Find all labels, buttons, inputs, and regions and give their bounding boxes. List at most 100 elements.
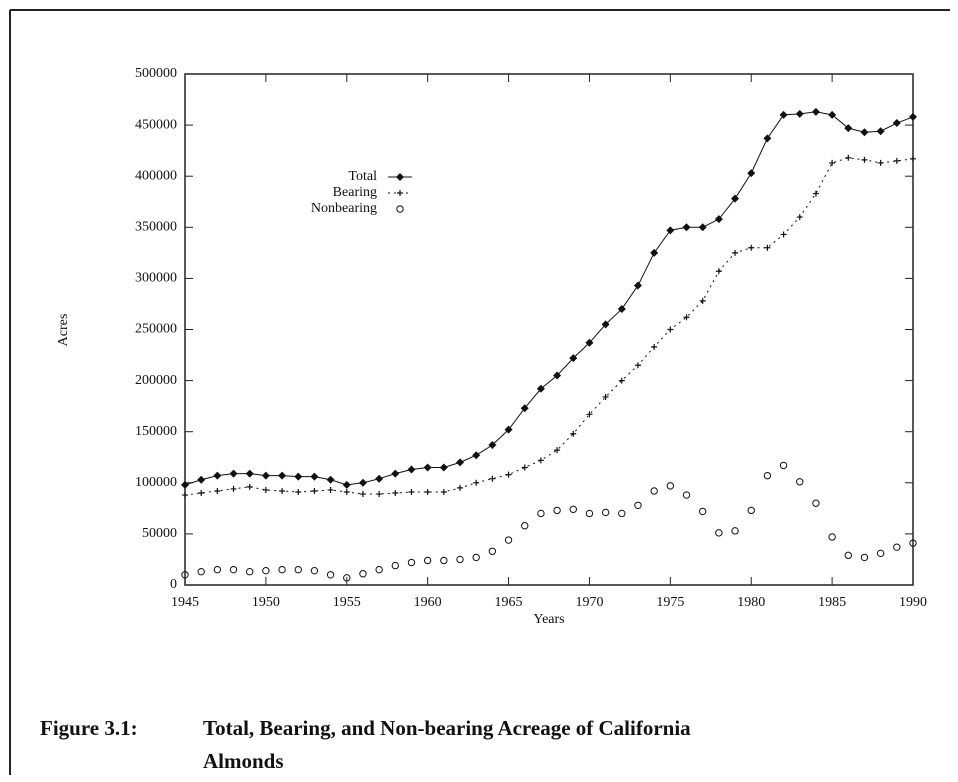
marker-total: [779, 110, 788, 119]
marker-bearing: [893, 157, 900, 164]
marker-nonbearing: [553, 506, 561, 515]
series-line: [184, 157, 914, 496]
y-tick-label: 450000: [135, 117, 177, 132]
marker-nonbearing: [197, 568, 205, 576]
marker-nonbearing: [262, 566, 270, 575]
marker-total: [504, 425, 513, 434]
marker-nonbearing: [569, 505, 577, 514]
marker-bearing: [440, 488, 447, 495]
marker-total: [633, 281, 642, 290]
marker-nonbearing: [391, 561, 400, 570]
x-tick-label: 1965: [495, 595, 523, 610]
marker-total: [553, 371, 562, 380]
marker-bearing: [473, 479, 480, 486]
marker-nonbearing: [747, 506, 755, 515]
marker-bearing: [634, 362, 641, 369]
marker-total: [396, 173, 404, 181]
marker-total: [714, 215, 723, 224]
x-tick-label: 1955: [333, 595, 361, 610]
marker-total: [423, 463, 432, 472]
marker-nonbearing: [585, 509, 594, 518]
marker-nonbearing: [181, 571, 189, 579]
x-tick-label: 1990: [899, 595, 927, 610]
marker-bearing: [343, 488, 350, 495]
marker-nonbearing: [423, 556, 432, 565]
x-tick-label: 1980: [737, 595, 765, 610]
marker-total: [650, 248, 659, 257]
marker-total: [310, 472, 319, 481]
caption: Total, Bearing, and Non-bearing Acreage …: [203, 716, 691, 740]
marker-bearing: [424, 488, 431, 495]
marker-total: [811, 107, 820, 116]
marker-total: [698, 223, 707, 232]
marker-bearing: [602, 393, 609, 400]
marker-bearing: [845, 154, 852, 161]
marker-total: [197, 475, 206, 484]
y-tick-label: 350000: [135, 220, 177, 235]
marker-total: [375, 474, 384, 483]
marker-nonbearing: [278, 565, 286, 574]
marker-total: [456, 458, 465, 467]
y-tick-label: 250000: [135, 322, 177, 337]
marker-bearing: [780, 231, 787, 238]
marker-total: [828, 110, 837, 119]
marker-bearing: [327, 486, 334, 493]
marker-nonbearing: [715, 529, 723, 537]
marker-bearing: [376, 491, 383, 498]
marker-bearing: [279, 487, 286, 494]
marker-total: [213, 471, 222, 480]
marker-bearing: [877, 159, 884, 166]
caption-label: Figure 3.1:: [40, 716, 138, 740]
marker-bearing: [521, 464, 528, 471]
y-tick-label: 50000: [142, 526, 177, 541]
marker-bearing: [397, 190, 403, 196]
marker-nonbearing: [698, 507, 707, 516]
series-line: [184, 111, 914, 486]
marker-nonbearing: [521, 522, 529, 530]
marker-nonbearing: [893, 543, 901, 551]
marker-nonbearing: [537, 509, 545, 518]
y-tick-label: 100000: [135, 475, 177, 490]
marker-bearing: [812, 190, 819, 197]
marker-nonbearing: [440, 556, 448, 565]
x-tick-label: 1985: [818, 595, 846, 610]
plot-frame: [184, 73, 914, 586]
marker-nonbearing: [779, 461, 788, 470]
marker-total: [763, 134, 772, 143]
marker-nonbearing: [375, 565, 383, 574]
marker-bearing: [198, 490, 205, 497]
x-tick-label: 1950: [252, 595, 280, 610]
marker-nonbearing: [650, 487, 658, 495]
marker-bearing: [796, 214, 803, 221]
marker-total: [520, 404, 529, 413]
marker-nonbearing: [909, 539, 917, 547]
marker-nonbearing: [343, 574, 351, 582]
marker-nonbearing: [601, 508, 610, 517]
marker-total: [747, 169, 756, 178]
marker-nonbearing: [682, 491, 691, 499]
marker-nonbearing: [796, 478, 804, 486]
marker-bearing: [214, 487, 221, 494]
marker-nonbearing: [504, 536, 513, 544]
marker-nonbearing: [860, 553, 869, 562]
marker-total: [569, 354, 578, 363]
marker-total: [682, 223, 691, 232]
y-tick-label: 200000: [135, 373, 177, 388]
marker-total: [666, 226, 675, 235]
marker-total: [844, 124, 853, 133]
y-tick-label: 300000: [135, 271, 177, 286]
marker-bearing: [667, 326, 674, 333]
marker-total: [488, 440, 497, 449]
legend-label: Nonbearing: [311, 201, 377, 216]
marker-bearing: [230, 485, 237, 492]
y-axis-label: Acres: [56, 314, 71, 347]
marker-nonbearing: [844, 551, 852, 560]
marker-nonbearing: [359, 570, 367, 578]
marker-nonbearing: [213, 565, 222, 574]
marker-nonbearing: [666, 482, 675, 490]
x-tick-label: 1975: [656, 595, 684, 610]
marker-nonbearing: [456, 555, 464, 564]
marker-bearing: [554, 447, 561, 454]
marker-bearing: [910, 155, 916, 162]
marker-total: [358, 478, 367, 487]
